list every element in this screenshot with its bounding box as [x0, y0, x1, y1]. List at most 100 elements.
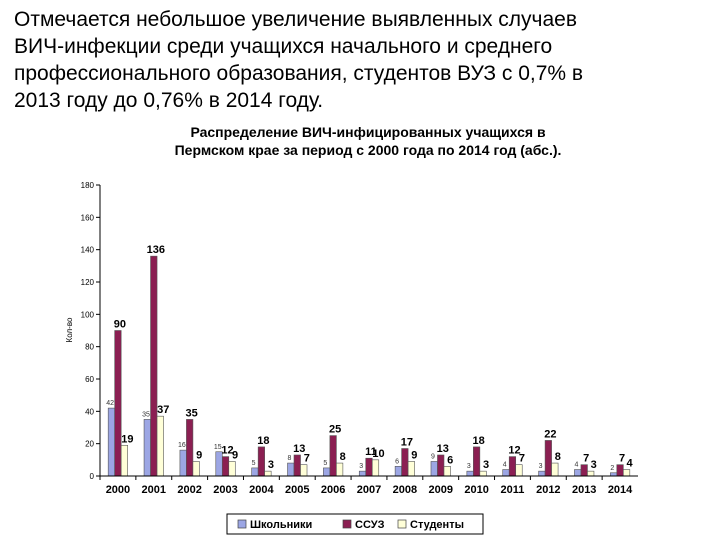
data-label: 2	[610, 465, 614, 472]
y-tick-label: 40	[85, 407, 94, 416]
bar	[430, 461, 438, 477]
bar	[107, 407, 115, 477]
bar	[186, 419, 194, 477]
bar	[508, 456, 517, 477]
data-label: 8	[340, 451, 346, 463]
data-label: 7	[519, 453, 525, 465]
data-label: 18	[472, 435, 484, 447]
data-label: 19	[121, 433, 133, 445]
data-label: 7	[304, 453, 310, 465]
bar	[358, 470, 367, 477]
data-label: 25	[329, 424, 341, 436]
bar	[407, 461, 415, 477]
data-label: 17	[401, 437, 413, 449]
bar	[300, 464, 308, 477]
data-label: 35	[186, 407, 198, 419]
data-label: 9	[232, 449, 238, 461]
data-label: 37	[157, 404, 169, 416]
data-label: 3	[483, 459, 489, 471]
bar	[437, 454, 445, 477]
bar	[251, 467, 259, 477]
data-label: 11	[365, 446, 377, 458]
legend-label: Школьники	[250, 519, 312, 531]
data-label: 42	[106, 400, 114, 407]
x-tick-label: 2001	[142, 484, 166, 496]
x-tick-label: 2004	[249, 484, 274, 496]
data-label: 3	[591, 459, 597, 471]
bar	[143, 419, 151, 477]
y-axis: 0 20 40 60 80 100 120 140 160 180	[81, 181, 101, 481]
chart-title-line: Пермском крае за период с 2000 года по 2…	[175, 142, 562, 158]
bar	[336, 462, 344, 477]
bar	[192, 461, 200, 477]
data-label: 13	[293, 443, 305, 455]
heading-line: ВИЧ-инфекции среди учащихся начального и…	[14, 35, 553, 58]
data-label: 3	[467, 463, 471, 470]
bar	[394, 465, 402, 477]
data-label: 7	[583, 453, 589, 465]
bar	[323, 467, 331, 477]
data-label: 7	[619, 453, 625, 465]
bar	[623, 469, 631, 477]
x-tick-label: 2012	[536, 484, 560, 496]
bar	[287, 462, 295, 477]
x-tick-label: 2007	[357, 484, 381, 496]
legend-swatch	[342, 519, 352, 529]
bar	[257, 446, 265, 477]
y-tick-label: 120	[81, 278, 95, 287]
bar	[221, 456, 230, 477]
x-tick-label: 2014	[608, 484, 633, 496]
data-label: 13	[437, 443, 449, 455]
bar	[120, 444, 128, 477]
data-label: 22	[544, 428, 556, 440]
y-axis-label: Кол-во	[65, 317, 74, 342]
bar	[466, 470, 474, 477]
data-label: 4	[503, 462, 507, 469]
heading-line: 2013 году до 0,76% в 2014 году.	[14, 89, 324, 112]
legend-box	[226, 513, 484, 535]
bar	[551, 462, 559, 477]
y-tick-label: 140	[81, 246, 95, 255]
bar	[616, 464, 624, 477]
bar	[401, 448, 409, 477]
x-tick-label: 2000	[106, 484, 130, 496]
y-tick-label: 20	[85, 440, 94, 449]
y-tick-label: 160	[81, 213, 95, 222]
data-label: 3	[268, 459, 274, 471]
bar	[179, 449, 187, 477]
data-label: 16	[178, 442, 186, 449]
data-label: 35	[142, 411, 150, 418]
y-tick-label: 180	[81, 181, 95, 190]
data-label: 5	[252, 460, 256, 467]
y-tick-label: 0	[90, 472, 95, 481]
legend-swatch	[237, 519, 247, 529]
y-tick-label: 100	[81, 310, 95, 319]
slide-heading: Отмечается небольшое увеличение выявленн…	[14, 6, 714, 114]
y-tick-label: 80	[85, 343, 94, 352]
bar	[156, 415, 164, 477]
y-tick-label: 60	[85, 375, 94, 384]
legend: Школьники ССУЗ Студенты	[226, 513, 484, 535]
data-label: 12	[221, 445, 233, 457]
x-tick-label: 2009	[428, 484, 452, 496]
bar	[502, 469, 510, 477]
bar	[114, 330, 122, 477]
bar	[580, 464, 588, 477]
data-label: 90	[114, 319, 126, 331]
x-tick-label: 2011	[501, 484, 525, 496]
data-label: 4	[574, 462, 578, 469]
x-tick-label: 2002	[177, 484, 201, 496]
x-tick-label: 2005	[285, 484, 309, 496]
data-label: 9	[196, 449, 202, 461]
data-label: 6	[395, 458, 399, 465]
chart-title-line: Распределение ВИЧ-инфицированных учащихс…	[190, 124, 545, 140]
data-label: 8	[555, 451, 561, 463]
x-tick-label: 2003	[213, 484, 237, 496]
heading-line: профессионального образования, студентов…	[14, 62, 584, 85]
legend-swatch	[397, 519, 407, 529]
data-label: 3	[539, 463, 543, 470]
data-label: 15	[214, 444, 222, 451]
bar	[228, 461, 236, 477]
bar	[443, 465, 451, 477]
